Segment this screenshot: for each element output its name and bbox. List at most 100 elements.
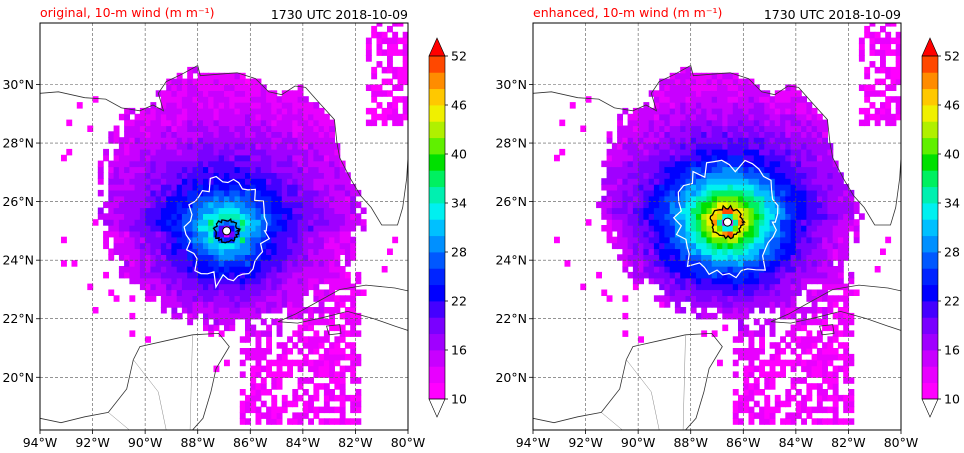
wind-cell: [585, 219, 592, 226]
wind-cell: [627, 143, 634, 150]
wind-cell: [171, 219, 178, 226]
wind-cell: [160, 230, 167, 238]
wind-cell: [617, 148, 623, 156]
wind-cell: [318, 236, 325, 244]
wind-cell: [192, 207, 199, 214]
wind-cell: [160, 201, 167, 209]
wind-cell: [711, 254, 718, 261]
wind-cell: [266, 172, 272, 179]
wind-cell: [171, 107, 178, 115]
wind-cell: [732, 131, 739, 138]
wind-cell: [308, 160, 314, 168]
wind-cell: [696, 225, 702, 232]
y-axis-ticks: 20°N22°N24°N26°N28°N30°N: [495, 77, 533, 385]
wind-cell: [255, 143, 262, 150]
wind-cell: [160, 143, 167, 150]
wind-cell: [685, 131, 692, 138]
wind-cell: [229, 84, 236, 91]
wind-cell: [648, 119, 655, 127]
wind-cell: [748, 277, 755, 285]
wind-cell: [864, 119, 871, 127]
wind-cell: [218, 225, 225, 232]
wind-cell: [780, 248, 786, 255]
wind-cell: [203, 230, 209, 238]
wind-cell: [801, 336, 807, 343]
wind-cell: [764, 154, 771, 162]
wind-cell: [234, 119, 241, 127]
wind-cell: [696, 119, 702, 127]
wind-cell: [302, 248, 309, 255]
wind-cell: [176, 102, 183, 109]
wind-cell: [208, 166, 215, 173]
wind-cell: [806, 254, 813, 261]
wind-cell: [113, 207, 120, 214]
wind-cell: [606, 166, 613, 173]
colorbar-bin: [922, 203, 938, 220]
wind-cell: [638, 230, 644, 238]
wind-cell: [145, 271, 151, 279]
wind-cell: [780, 119, 786, 127]
wind-cell: [832, 324, 839, 332]
wind-cell: [696, 289, 702, 296]
wind-cell: [176, 178, 183, 185]
wind-cell: [134, 119, 141, 127]
wind-cell: [764, 318, 771, 326]
wind-cell: [643, 207, 650, 214]
wind-cell: [769, 178, 776, 185]
wind-cell: [674, 125, 681, 132]
wind-cell: [92, 307, 99, 314]
wind-cell: [224, 307, 230, 314]
wind-cell: [759, 412, 765, 419]
wind-cell: [769, 230, 776, 238]
wind-cell: [160, 131, 167, 138]
wind-cell: [627, 236, 634, 244]
wind-cell: [203, 160, 209, 168]
wind-cell: [822, 418, 828, 425]
wind-cell: [801, 406, 807, 414]
wind-cell: [218, 213, 225, 220]
wind-cell: [764, 230, 771, 238]
wind-cell: [690, 184, 697, 191]
wind-cell: [218, 266, 225, 273]
wind-cell: [287, 143, 293, 150]
wind-cell: [801, 377, 807, 384]
wind-cell: [213, 271, 220, 279]
wind-cell: [816, 330, 823, 337]
wind-cell: [632, 207, 639, 214]
wind-cell: [218, 307, 225, 314]
wind-cell: [97, 189, 104, 197]
wind-cell: [795, 236, 802, 244]
wind-cell: [145, 225, 151, 232]
y-tick-label: 26°N: [495, 194, 527, 209]
wind-cell: [308, 189, 314, 197]
wind-cell: [192, 225, 199, 232]
wind-cell: [297, 90, 304, 97]
wind-cell: [622, 178, 629, 185]
wind-cell: [632, 248, 639, 255]
wind-cell: [627, 131, 634, 138]
wind-cell: [229, 90, 236, 97]
wind-cell: [229, 213, 236, 220]
wind-cell: [795, 242, 802, 250]
wind-cell: [197, 143, 204, 150]
wind-cell: [727, 260, 734, 267]
wind-cell: [743, 260, 750, 267]
wind-cell: [234, 248, 241, 255]
wind-cell: [281, 348, 288, 355]
wind-cell: [638, 160, 644, 168]
wind-cell: [611, 225, 618, 232]
wind-cell: [313, 219, 320, 226]
wind-cell: [727, 113, 734, 121]
wind-cell: [271, 248, 278, 255]
wind-cell: [176, 195, 183, 203]
wind-cell: [732, 254, 739, 261]
wind-cell: [748, 301, 755, 308]
wind-cell: [187, 207, 194, 214]
wind-cell: [134, 213, 141, 220]
wind-cell: [701, 195, 708, 203]
wind-cell: [255, 260, 262, 267]
wind-cell: [717, 201, 723, 209]
wind-cell: [145, 119, 151, 127]
wind-cell: [134, 178, 141, 185]
wind-cell: [329, 201, 335, 209]
